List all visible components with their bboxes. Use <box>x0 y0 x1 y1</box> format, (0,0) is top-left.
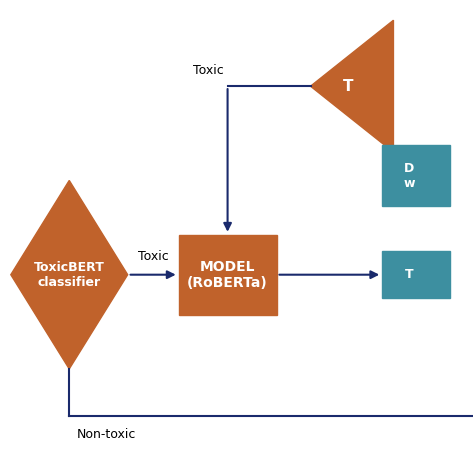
Text: T: T <box>405 268 414 281</box>
Polygon shape <box>310 20 393 152</box>
Text: Non-toxic: Non-toxic <box>77 428 136 441</box>
Text: MODEL
(RoBERTa): MODEL (RoBERTa) <box>187 260 268 290</box>
Text: D
w: D w <box>403 162 415 190</box>
FancyBboxPatch shape <box>179 235 277 315</box>
Text: T: T <box>343 79 353 94</box>
FancyBboxPatch shape <box>382 251 450 298</box>
Text: Toxic: Toxic <box>138 250 168 263</box>
Polygon shape <box>11 181 128 369</box>
Text: ToxicBERT
classifier: ToxicBERT classifier <box>34 261 105 289</box>
FancyBboxPatch shape <box>382 145 450 206</box>
Text: Toxic: Toxic <box>193 64 224 77</box>
